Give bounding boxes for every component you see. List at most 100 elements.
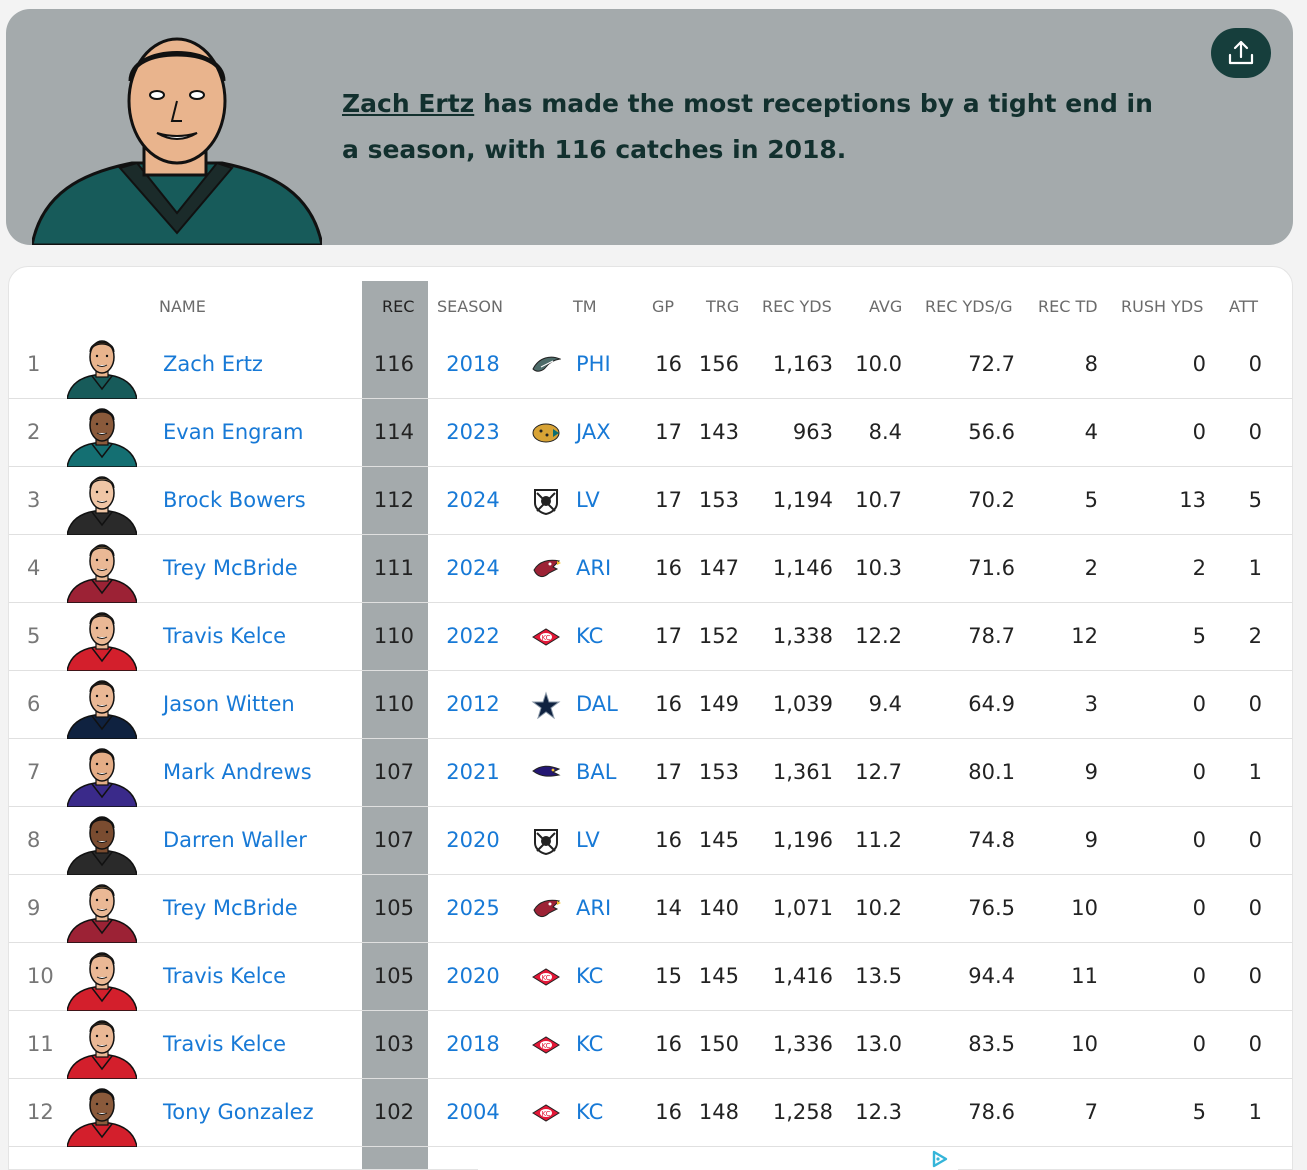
col-header-rec-td[interactable]: REC TD [1038, 297, 1098, 316]
rec-td-cell: 7 [1084, 1100, 1098, 1124]
rec-cell: 112 [373, 488, 414, 512]
player-headshot[interactable] [67, 1085, 137, 1147]
player-name-link[interactable]: Darren Waller [163, 828, 307, 852]
player-headshot[interactable] [67, 813, 137, 875]
player-headshot[interactable] [67, 881, 137, 943]
player-headshot[interactable] [67, 405, 137, 467]
player-name-link[interactable]: Jason Witten [163, 692, 295, 716]
team-link[interactable]: LV [576, 828, 600, 852]
team-link[interactable]: KC [576, 1100, 604, 1124]
player-headshot[interactable] [67, 609, 137, 671]
team-link[interactable]: KC [576, 624, 604, 648]
att-cell: 0 [1248, 420, 1262, 444]
col-header-avg[interactable]: AVG [869, 297, 903, 316]
season-link[interactable]: 2024 [446, 488, 500, 512]
season-link[interactable]: 2020 [446, 828, 500, 852]
avg-cell: 13.0 [855, 1032, 902, 1056]
season-link[interactable]: 2018 [446, 352, 500, 376]
chiefs-logo[interactable]: KC [531, 623, 561, 651]
player-name-link[interactable]: Travis Kelce [163, 624, 287, 648]
player-name-link[interactable]: Travis Kelce [163, 1032, 287, 1056]
season-link[interactable]: 2020 [446, 964, 500, 988]
table-row: 7 Mark Andrews 107 2021 BAL 17 153 1,361 12.7 80.… [9, 739, 1292, 807]
team-link[interactable]: KC [576, 964, 604, 988]
col-header-gp[interactable]: GP [652, 297, 675, 316]
rush-yds-cell: 0 [1192, 352, 1206, 376]
rec-yds-cell: 1,416 [772, 964, 833, 988]
gp-cell: 16 [655, 1100, 682, 1124]
rec-cell: 102 [373, 1100, 414, 1124]
rush-yds-cell: 5 [1192, 1100, 1206, 1124]
player-name-link[interactable]: Zach Ertz [163, 352, 263, 376]
player-name-link[interactable]: Brock Bowers [163, 488, 306, 512]
eagle-logo[interactable] [531, 351, 562, 379]
player-headshot[interactable] [67, 541, 137, 603]
player-name-link[interactable]: Trey McBride [163, 896, 298, 920]
player-name-link[interactable]: Evan Engram [163, 420, 304, 444]
table-row: KC 10 Travis Kelce 105 2020 KC 15 145 1,416 13.5 9… [9, 943, 1292, 1011]
season-link[interactable]: 2025 [446, 896, 500, 920]
team-link[interactable]: PHI [576, 352, 611, 376]
star-logo[interactable] [531, 691, 561, 720]
team-link[interactable]: JAX [576, 420, 611, 444]
col-header-rec-yds[interactable]: REC YDS [762, 297, 832, 316]
cardinal-logo[interactable] [531, 555, 561, 583]
raiders-logo[interactable] [531, 487, 561, 516]
gp-cell: 17 [655, 420, 682, 444]
rec-yds-cell: 1,361 [772, 760, 833, 784]
chiefs-logo[interactable]: KC [531, 963, 561, 991]
col-header-rush-yds[interactable]: RUSH YDS [1121, 297, 1204, 316]
player-headshot[interactable] [67, 677, 137, 739]
rec-yds-cell: 1,146 [772, 556, 833, 580]
col-header-team[interactable]: TM [573, 297, 597, 316]
team-link[interactable]: BAL [576, 760, 617, 784]
gp-cell: 16 [655, 352, 682, 376]
col-header-season[interactable]: SEASON [437, 297, 503, 316]
season-link[interactable]: 2018 [446, 1032, 500, 1056]
hero-player-link[interactable]: Zach Ertz [342, 89, 475, 118]
chiefs-logo[interactable]: KC [531, 1031, 561, 1059]
share-upload-icon [1228, 40, 1254, 65]
col-header-att[interactable]: ATT [1229, 297, 1258, 316]
season-link[interactable]: 2004 [446, 1100, 500, 1124]
jaguar-logo[interactable] [531, 419, 561, 447]
att-cell: 0 [1248, 352, 1262, 376]
player-name-link[interactable]: Trey McBride [163, 556, 298, 580]
chiefs-logo[interactable]: KC [531, 1099, 561, 1127]
team-link[interactable]: ARI [576, 896, 612, 920]
season-link[interactable]: 2021 [446, 760, 500, 784]
ad-choices-icon[interactable] [930, 1150, 950, 1168]
col-header-rec[interactable]: REC [382, 297, 415, 316]
season-link[interactable]: 2012 [446, 692, 500, 716]
team-link[interactable]: LV [576, 488, 600, 512]
col-header-rec-yds-per-game[interactable]: REC YDS/G [925, 297, 1013, 316]
col-header-name[interactable]: NAME [159, 297, 206, 316]
col-header-trg[interactable]: TRG [706, 297, 740, 316]
player-headshot[interactable] [67, 473, 137, 535]
rec-td-cell: 12 [1071, 624, 1098, 648]
player-headshot[interactable] [67, 949, 137, 1011]
team-link[interactable]: DAL [576, 692, 618, 716]
rank-cell: 1 [27, 352, 41, 376]
player-headshot[interactable] [67, 337, 137, 399]
team-link[interactable]: KC [576, 1032, 604, 1056]
raiders-logo[interactable] [531, 827, 561, 856]
share-button[interactable] [1211, 28, 1271, 78]
rec-yds-cell: 1,039 [772, 692, 833, 716]
raven-logo[interactable] [531, 759, 561, 787]
att-cell: 0 [1248, 896, 1262, 920]
player-name-link[interactable]: Mark Andrews [163, 760, 312, 784]
season-link[interactable]: 2022 [446, 624, 500, 648]
rec-yds-cell: 1,163 [772, 352, 833, 376]
table-row: 6 Jason Witten 110 2012 DAL 16 149 1,039 9.4 64.9… [9, 671, 1292, 739]
rec-yds-per-game-cell: 71.6 [968, 556, 1015, 580]
cardinal-logo[interactable] [531, 895, 561, 923]
player-headshot[interactable] [67, 745, 137, 807]
player-name-link[interactable]: Tony Gonzalez [163, 1100, 314, 1124]
player-name-link[interactable]: Travis Kelce [163, 964, 287, 988]
team-link[interactable]: ARI [576, 556, 612, 580]
player-headshot[interactable] [67, 1017, 137, 1079]
ad-banner[interactable] [478, 1148, 958, 1170]
season-link[interactable]: 2023 [446, 420, 500, 444]
season-link[interactable]: 2024 [446, 556, 500, 580]
